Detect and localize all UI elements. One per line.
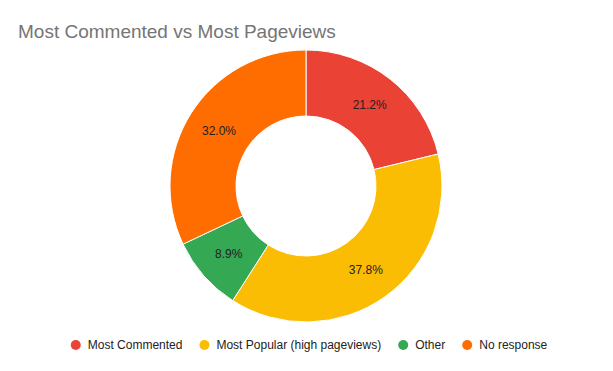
data-label: 32.0% bbox=[202, 124, 236, 138]
legend-swatch bbox=[71, 340, 81, 350]
legend-item: Other bbox=[398, 338, 445, 352]
legend: Most Commented Most Popular (high pagevie… bbox=[71, 338, 548, 352]
slice bbox=[170, 50, 306, 244]
legend-item: Most Commented bbox=[71, 338, 183, 352]
data-label: 37.8% bbox=[349, 263, 383, 277]
legend-label: Most Commented bbox=[88, 338, 183, 352]
legend-swatch bbox=[462, 340, 472, 350]
legend-swatch bbox=[199, 340, 209, 350]
legend-item: Most Popular (high pageviews) bbox=[199, 338, 381, 352]
legend-label: Other bbox=[415, 338, 445, 352]
slice bbox=[233, 154, 442, 322]
chart-title: Most Commented vs Most Pageviews bbox=[18, 21, 336, 42]
data-label: 21.2% bbox=[353, 98, 387, 112]
slice bbox=[306, 50, 438, 170]
chart: Most Commented vs Most Pageviews 21.2% 37.… bbox=[0, 0, 613, 371]
data-labels: 21.2% 37.8% 8.9% 32.0% bbox=[202, 98, 387, 277]
legend-label: Most Popular (high pageviews) bbox=[216, 338, 381, 352]
data-label: 8.9% bbox=[215, 247, 243, 261]
legend-label: No response bbox=[479, 338, 547, 352]
slices bbox=[170, 50, 442, 322]
legend-item: No response bbox=[462, 338, 547, 352]
legend-swatch bbox=[398, 340, 408, 350]
background bbox=[0, 0, 613, 371]
